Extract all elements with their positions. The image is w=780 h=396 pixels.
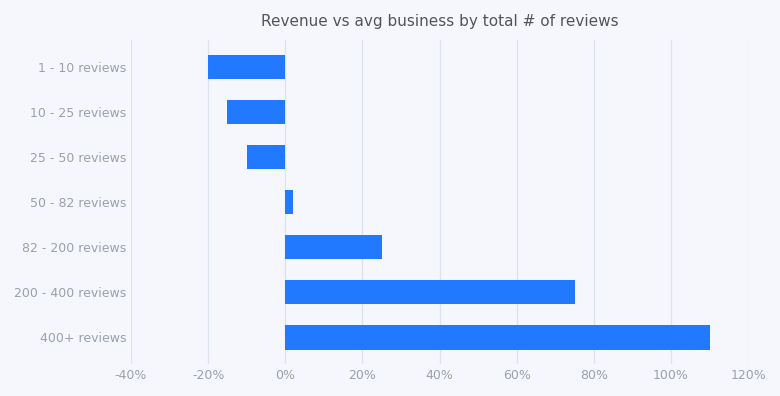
- Bar: [285, 235, 381, 259]
- Bar: [285, 190, 293, 214]
- Bar: [285, 280, 575, 305]
- Bar: [208, 55, 285, 79]
- Title: Revenue vs avg business by total # of reviews: Revenue vs avg business by total # of re…: [261, 14, 619, 29]
- Bar: [285, 325, 710, 350]
- Bar: [228, 99, 285, 124]
- Bar: [246, 145, 285, 169]
